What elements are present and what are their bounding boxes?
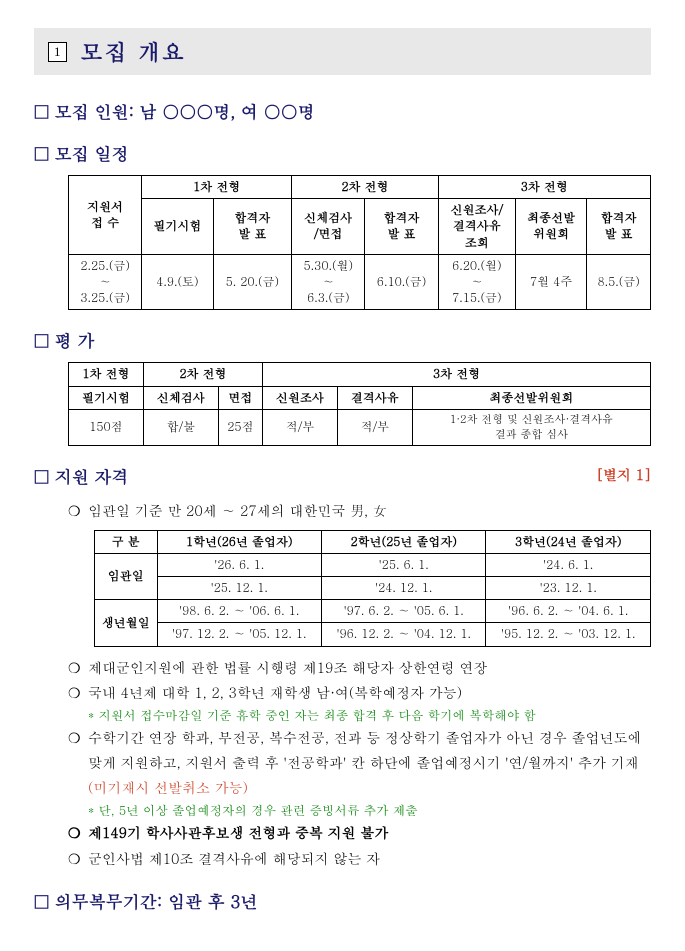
td: 5.30.(월)∼6.3.(금) [292,254,365,310]
th: 3학년(24년 졸업자) [486,530,651,553]
th: 2차 전형 [292,176,439,199]
td: 6.10.(금) [365,254,438,310]
td: '25. 12. 1. [157,576,321,599]
th: 신체검사 [143,386,218,409]
th: 3차 전형 [438,176,650,199]
td: '97. 12. 2. ∼ '05. 12. 1. [157,623,321,646]
th: 최종선발위원회 [412,386,650,409]
qualification-bullets: ❍ 제대군인지원에 관한 법률 시행령 제19조 해당자 상한연령 연장 ❍ 국… [68,655,651,871]
th: 신체검사/면접 [292,199,365,255]
th: 임관일 [95,553,158,599]
heading-schedule: □ 모집 일정 [34,141,651,165]
th: 구 분 [95,530,158,553]
td: 합/불 [143,409,218,446]
th: 합격자발 표 [213,199,292,255]
bullet-text: 군인사법 제10조 결격사유에 해당되지 않는 자 [88,846,651,871]
bullet-text: 임관일 기준 만 20세 ∼ 27세의 대한민국 男, 女 [88,498,651,523]
td: '98. 6. 2. ∼ '06. 6. 1. [157,600,321,623]
td: 150점 [69,409,144,446]
th: 면접 [218,386,262,409]
th: 1차 전형 [142,176,292,199]
schedule-table: 지원서접 수 1차 전형 2차 전형 3차 전형 필기시험 합격자발 표 신체검… [68,175,651,310]
td: 적/부 [337,409,412,446]
bullet-icon: ❍ [68,680,88,705]
th: 2학년(25년 졸업자) [321,530,485,553]
td: 8.5.(금) [587,254,651,310]
th: 결격사유 [337,386,412,409]
bullet-text-warning: (미기재시 선발취소 가능) [88,777,248,797]
td: 1·2차 전형 및 신원조사·결격사유결과 종합 심사 [412,409,650,446]
bullet-text-main: 수학기간 연장 학과, 부전공, 복수전공, 전과 등 정상학기 졸업자가 아닌… [88,727,642,772]
section-number-box: 1 [48,42,67,62]
th: 2차 전형 [143,363,262,386]
th: 합격자발 표 [365,199,438,255]
bullet-icon: ❍ [68,725,88,801]
reference-tag: [별지 1] [596,464,651,484]
heading-personnel: □ 모집 인원: 남 ○○○명, 여 ○○명 [34,99,651,123]
bullet-icon: ❍ [68,846,88,871]
th: 3차 전형 [263,363,651,386]
bullet-icon: ❍ [68,655,88,680]
th: 1차 전형 [69,363,144,386]
th: 필기시험 [69,386,144,409]
heading-qualification: □ 지원 자격 [별지 1] [34,464,651,488]
heading-duty: □ 의무복무기간: 임관 후 3년 [34,889,651,913]
note-text: * 지원서 접수마감일 기준 휴학 중인 자는 최종 합격 후 다음 학기에 복… [88,705,651,725]
th: 신원조사 [263,386,338,409]
td: 7월 4주 [515,254,586,310]
bullet-text: 제대군인지원에 관한 법률 시행령 제19조 해당자 상한연령 연장 [88,655,651,680]
note-text: * 단, 5년 이상 졸업예정자의 경우 관련 증빙서류 추가 제출 [88,800,651,820]
heading-evaluation: □ 평 가 [34,328,651,352]
th: 생년월일 [95,600,158,646]
td: '96. 6. 2. ∼ '04. 6. 1. [486,600,651,623]
th: 신원조사/결격사유조회 [438,199,515,255]
th: 지원서접 수 [69,176,142,255]
td: '26. 6. 1. [157,553,321,576]
td: 25점 [218,409,262,446]
td: '97. 6. 2. ∼ '05. 6. 1. [321,600,485,623]
bullet-icon: ❍ [68,498,88,523]
bullet-icon: ❍ [68,820,88,845]
td: 5. 20.(금) [213,254,292,310]
th: 1학년(26년 졸업자) [157,530,321,553]
td: 6.20.(월)∼7.15.(금) [438,254,515,310]
qualification-intro: ❍ 임관일 기준 만 20세 ∼ 27세의 대한민국 男, 女 [68,498,651,523]
td: '23. 12. 1. [486,576,651,599]
th: 필기시험 [142,199,213,255]
td: 4.9.(토) [142,254,213,310]
bullet-text: 수학기간 연장 학과, 부전공, 복수전공, 전과 등 정상학기 졸업자가 아닌… [88,725,651,801]
th: 합격자발 표 [587,199,651,255]
section-banner: 1 모집 개요 [34,28,651,75]
qualification-table: 구 분 1학년(26년 졸업자) 2학년(25년 졸업자) 3학년(24년 졸업… [94,530,651,647]
td: '96. 12. 2. ∼ '04. 12. 1. [321,623,485,646]
section-title: 모집 개요 [81,36,186,67]
th: 최종선발위원회 [515,199,586,255]
heading-qual-text: □ 지원 자격 [34,464,128,488]
bullet-text: 제149기 학사사관후보생 전형과 중복 지원 불가 [88,820,651,845]
td: 적/부 [263,409,338,446]
td: '95. 12. 2. ∼ '03. 12. 1. [486,623,651,646]
bullet-text: 국내 4년제 대학 1, 2, 3학년 재학생 남·여(복학예정자 가능) [88,680,651,705]
evaluation-table: 1차 전형 2차 전형 3차 전형 필기시험 신체검사 면접 신원조사 결격사유… [68,362,651,446]
td: 2.25.(금)∼3.25.(금) [69,254,142,310]
td: '25. 6. 1. [321,553,485,576]
td: '24. 6. 1. [486,553,651,576]
td: '24. 12. 1. [321,576,485,599]
